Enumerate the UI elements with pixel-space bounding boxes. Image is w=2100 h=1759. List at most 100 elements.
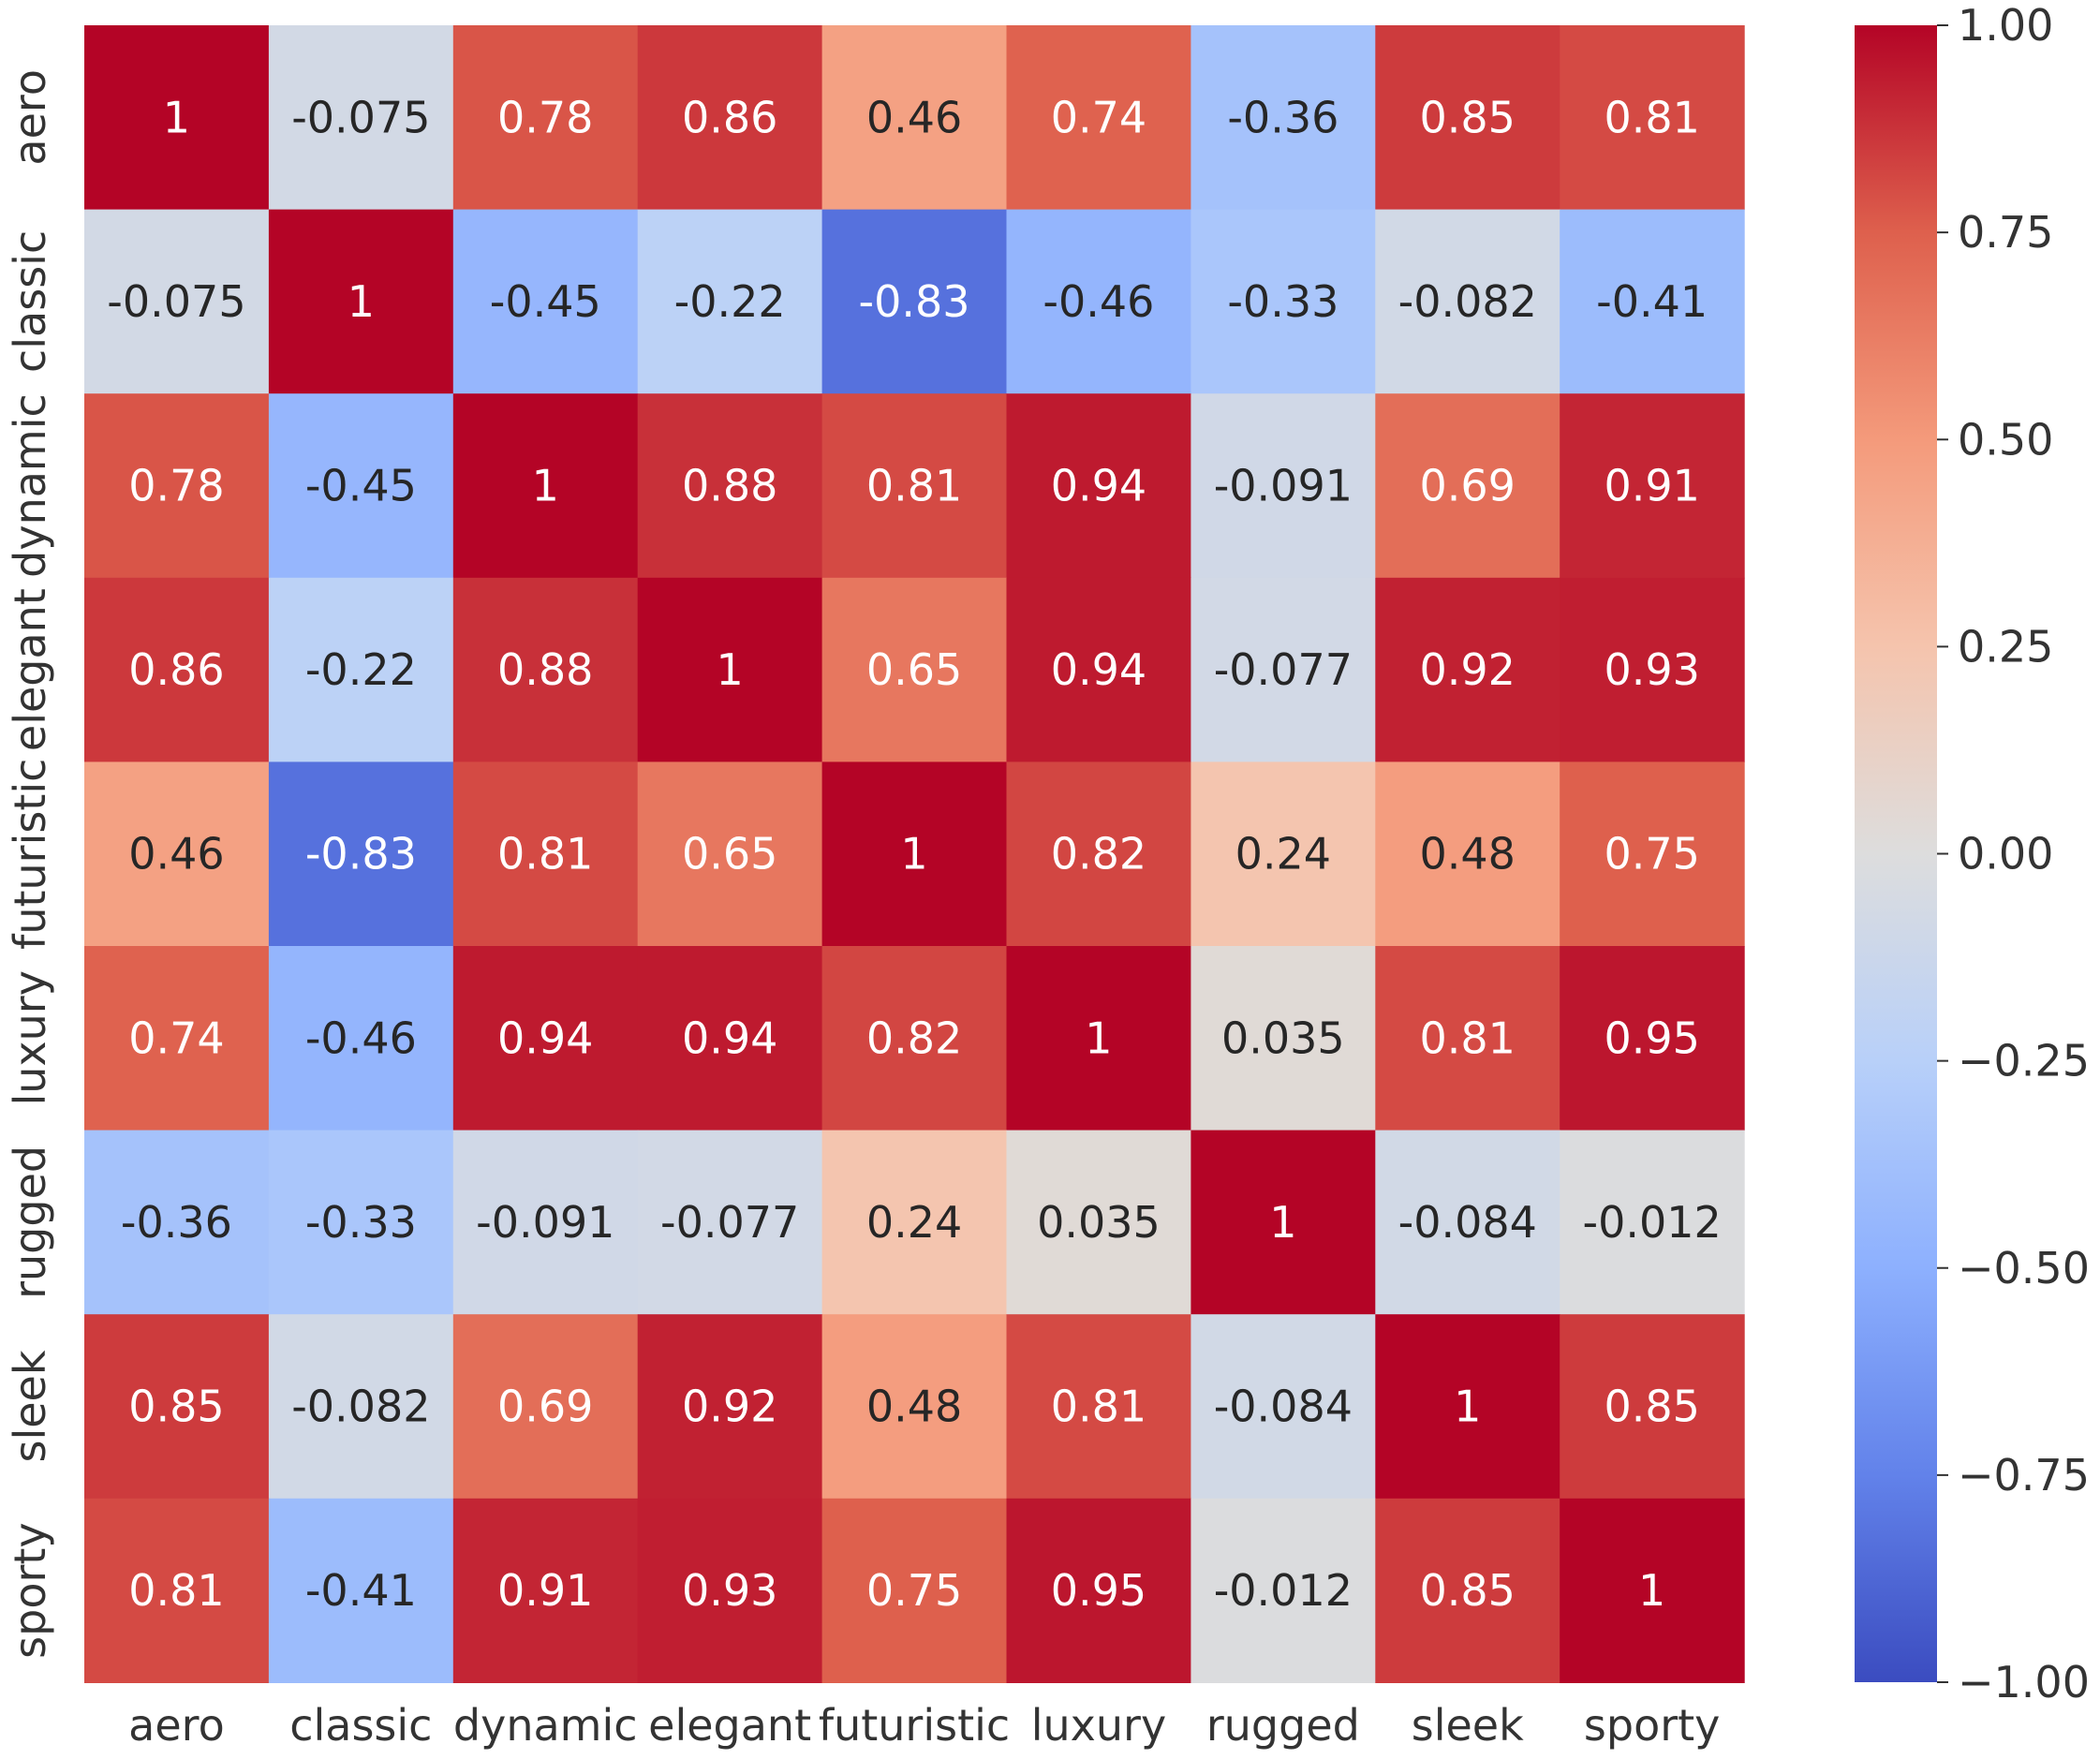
cell-label-elegant-futuristic: 0.65	[866, 644, 962, 695]
x-tick-label-classic: classic	[289, 1700, 432, 1751]
heatmap-cell-sporty-luxury	[1006, 1498, 1191, 1683]
y-tick-label-elegant: elegant	[5, 588, 55, 751]
cell-label-aero-luxury: 0.74	[1051, 92, 1146, 142]
heatmap-cell-luxury-aero	[84, 946, 270, 1131]
cell-label-futuristic-aero: 0.46	[128, 829, 224, 880]
heatmap-cell-futuristic-aero	[84, 761, 270, 947]
colorbar-tick-label-1: 0.75	[1958, 207, 2053, 258]
cell-label-sleek-sleek: 1	[1454, 1382, 1481, 1432]
cell-label-dynamic-futuristic: 0.81	[866, 461, 962, 511]
cell-label-aero-sporty: 0.81	[1604, 92, 1699, 142]
cell-label-aero-futuristic: 0.46	[866, 92, 962, 142]
cell-label-classic-dynamic: -0.45	[490, 276, 601, 327]
cell-label-dynamic-dynamic: 1	[532, 461, 559, 511]
heatmap-cell-classic-sleek	[1375, 209, 1560, 394]
heatmap-cell-futuristic-elegant	[637, 761, 823, 947]
cell-label-aero-elegant: 0.86	[682, 92, 777, 142]
colorbar-tick-label-0: 1.00	[1958, 0, 2053, 51]
heatmap-cell-sporty-classic	[268, 1498, 454, 1683]
cell-label-rugged-futuristic: 0.24	[866, 1197, 962, 1248]
heatmap-cell-sleek-futuristic	[821, 1314, 1008, 1500]
cell-label-sleek-elegant: 0.92	[682, 1382, 777, 1432]
heatmap-cell-luxury-futuristic	[821, 946, 1008, 1131]
heatmap-cell-sleek-dynamic	[452, 1314, 639, 1500]
heatmap-cell-elegant-luxury	[1006, 577, 1191, 762]
heatmap-cell-classic-sporty	[1560, 209, 1745, 394]
heatmap-cell-rugged-sleek	[1375, 1130, 1560, 1315]
heatmap-cell-sleek-sleek	[1375, 1314, 1560, 1500]
heatmap-cell-sleek-sporty	[1560, 1314, 1745, 1500]
heatmap-cell-aero-luxury	[1006, 25, 1191, 211]
heatmap-cell-futuristic-futuristic	[821, 761, 1008, 947]
colorbar-tick-label-2: 0.50	[1958, 414, 2053, 465]
cell-label-sporty-classic: -0.41	[305, 1565, 417, 1616]
heatmap-cell-sporty-rugged	[1190, 1498, 1376, 1683]
cell-label-luxury-elegant: 0.94	[682, 1013, 777, 1063]
heatmap-cell-sporty-futuristic	[821, 1498, 1008, 1683]
cell-label-futuristic-sleek: 0.48	[1420, 829, 1516, 880]
cell-label-luxury-rugged: 0.035	[1221, 1013, 1345, 1063]
x-tick-label-sporty: sporty	[1584, 1700, 1720, 1751]
heatmap-cell-aero-rugged	[1190, 25, 1376, 211]
cell-label-sleek-dynamic: 0.69	[497, 1382, 593, 1432]
heatmap-cell-aero-sporty	[1560, 25, 1745, 211]
colorbar-tick-label-8: −1.00	[1958, 1657, 2090, 1707]
cell-label-rugged-rugged: 1	[1269, 1197, 1296, 1248]
heatmap-cell-sleek-rugged	[1190, 1314, 1376, 1500]
heatmap-cell-rugged-classic	[268, 1130, 454, 1315]
y-tick-label-sleek: sleek	[5, 1350, 55, 1462]
heatmap-cell-dynamic-sleek	[1375, 393, 1560, 579]
heatmap-cell-sporty-sporty	[1560, 1498, 1745, 1683]
y-tick-label-aero: aero	[5, 69, 55, 166]
cell-label-elegant-luxury: 0.94	[1051, 644, 1146, 695]
x-tick-label-futuristic: futuristic	[819, 1700, 1010, 1751]
heatmap-cell-futuristic-luxury	[1006, 761, 1191, 947]
heatmap-cell-dynamic-sporty	[1560, 393, 1745, 579]
cell-label-luxury-luxury: 1	[1085, 1013, 1112, 1063]
colorbar-tick-label-3: 0.25	[1958, 621, 2053, 672]
cell-label-sporty-dynamic: 0.91	[497, 1565, 593, 1616]
cell-label-rugged-luxury: 0.035	[1037, 1197, 1161, 1248]
heatmap-cell-aero-aero	[84, 25, 270, 211]
y-tick-label-luxury: luxury	[5, 970, 55, 1105]
cell-label-aero-classic: -0.075	[291, 92, 430, 142]
y-tick-label-futuristic: futuristic	[5, 759, 55, 950]
cell-label-elegant-sporty: 0.93	[1604, 644, 1699, 695]
cell-label-sleek-rugged: -0.084	[1214, 1382, 1353, 1432]
heatmap-cell-sleek-classic	[268, 1314, 454, 1500]
cell-label-aero-dynamic: 0.78	[497, 92, 593, 142]
cell-label-classic-luxury: -0.46	[1043, 276, 1154, 327]
heatmap-cell-classic-futuristic	[821, 209, 1008, 394]
heatmap-cell-sleek-elegant	[637, 1314, 823, 1500]
cell-label-futuristic-rugged: 0.24	[1235, 829, 1331, 880]
heatmap-cell-dynamic-luxury	[1006, 393, 1191, 579]
heatmap-cell-dynamic-rugged	[1190, 393, 1376, 579]
heatmap-cell-classic-luxury	[1006, 209, 1191, 394]
cell-label-sleek-luxury: 0.81	[1051, 1382, 1146, 1432]
heatmap-cell-elegant-rugged	[1190, 577, 1376, 762]
cell-label-aero-sleek: 0.85	[1420, 92, 1516, 142]
colorbar	[1855, 25, 1937, 1682]
cell-label-luxury-futuristic: 0.82	[866, 1013, 962, 1063]
heatmap-cell-aero-futuristic	[821, 25, 1008, 211]
cell-label-classic-futuristic: -0.83	[859, 276, 970, 327]
heatmap-cell-futuristic-dynamic	[452, 761, 639, 947]
heatmap-cell-elegant-sporty	[1560, 577, 1745, 762]
cell-label-sleek-sporty: 0.85	[1604, 1382, 1699, 1432]
heatmap-cell-sporty-elegant	[637, 1498, 823, 1683]
cell-label-classic-elegant: -0.22	[674, 276, 786, 327]
cell-label-luxury-dynamic: 0.94	[497, 1013, 593, 1063]
cell-label-dynamic-classic: -0.45	[305, 461, 417, 511]
heatmap-cell-classic-rugged	[1190, 209, 1376, 394]
colorbar-tick-label-7: −0.75	[1958, 1450, 2090, 1500]
cell-label-sleek-classic: -0.082	[291, 1382, 430, 1432]
heatmap-cell-sleek-luxury	[1006, 1314, 1191, 1500]
cell-label-dynamic-sporty: 0.91	[1604, 461, 1699, 511]
heatmap-cell-dynamic-aero	[84, 393, 270, 579]
heatmap-cell-rugged-futuristic	[821, 1130, 1008, 1315]
heatmap-cell-elegant-elegant	[637, 577, 823, 762]
cell-label-classic-rugged: -0.33	[1227, 276, 1338, 327]
cell-label-rugged-classic: -0.33	[305, 1197, 417, 1248]
